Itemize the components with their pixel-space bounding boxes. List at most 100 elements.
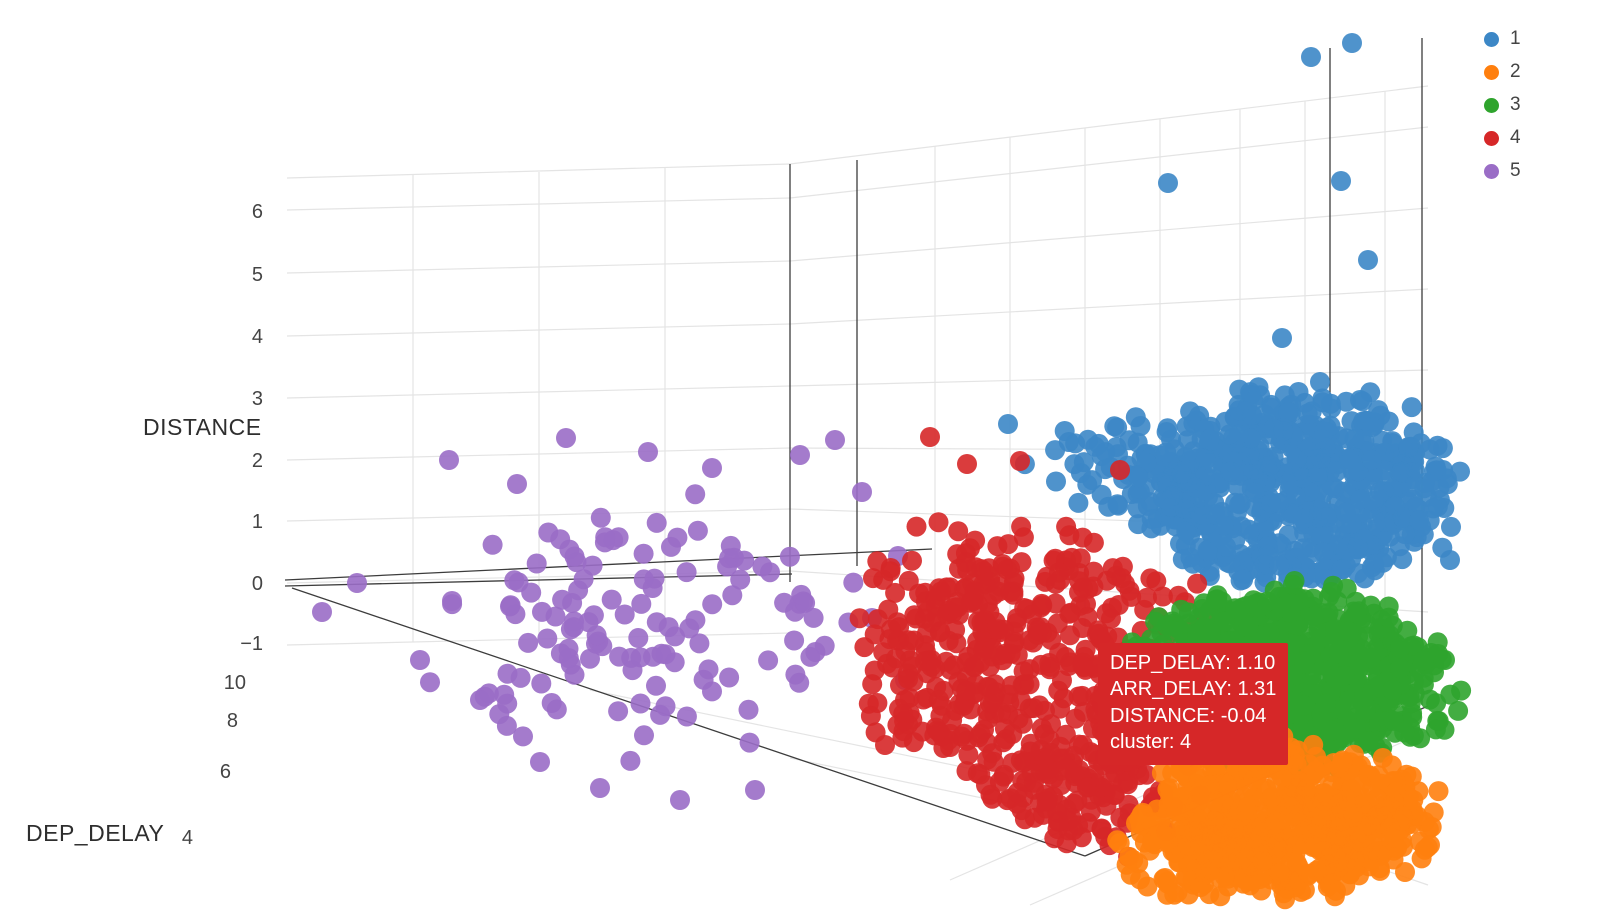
data-point[interactable] [1156, 422, 1177, 442]
data-point[interactable] [556, 428, 576, 448]
data-point[interactable] [1278, 402, 1299, 423]
data-point[interactable] [1056, 833, 1077, 854]
data-point[interactable] [1441, 516, 1461, 537]
data-point[interactable] [1127, 432, 1148, 453]
data-point[interactable] [1298, 754, 1319, 775]
data-point[interactable] [1024, 807, 1045, 828]
data-point[interactable] [977, 749, 998, 770]
legend-item-5[interactable]: 5 [1484, 160, 1521, 182]
data-point[interactable] [1310, 372, 1330, 392]
data-point[interactable] [1137, 876, 1158, 897]
data-point[interactable] [988, 581, 1009, 602]
data-point[interactable] [867, 609, 888, 630]
data-point[interactable] [1358, 731, 1379, 752]
data-point[interactable] [347, 573, 367, 593]
data-point[interactable] [927, 720, 948, 741]
data-point[interactable] [1311, 525, 1332, 546]
data-point[interactable] [1171, 760, 1192, 781]
data-point[interactable] [1310, 806, 1331, 826]
data-point[interactable] [601, 589, 622, 610]
data-point[interactable] [595, 527, 616, 548]
data-point[interactable] [1175, 867, 1196, 888]
data-point[interactable] [942, 710, 963, 731]
data-point[interactable] [687, 520, 708, 541]
data-point[interactable] [902, 550, 922, 571]
data-point[interactable] [633, 543, 654, 564]
data-point[interactable] [1269, 555, 1290, 576]
data-point[interactable] [560, 619, 581, 640]
data-point[interactable] [1011, 552, 1032, 573]
data-point[interactable] [1423, 498, 1444, 519]
data-point[interactable] [1297, 403, 1318, 424]
data-point[interactable] [955, 552, 976, 573]
data-point[interactable] [532, 601, 552, 622]
data-point[interactable] [1057, 758, 1078, 778]
data-point[interactable] [1102, 597, 1122, 618]
data-point[interactable] [1035, 700, 1055, 721]
data-point[interactable] [1321, 582, 1342, 602]
data-point[interactable] [510, 667, 531, 688]
data-point[interactable] [1221, 836, 1242, 857]
data-point[interactable] [1238, 616, 1259, 637]
data-point[interactable] [580, 648, 600, 669]
data-point[interactable] [586, 625, 607, 646]
data-point[interactable] [1402, 707, 1423, 728]
data-point[interactable] [670, 790, 690, 810]
data-point[interactable] [1440, 550, 1460, 570]
data-point[interactable] [1187, 573, 1208, 594]
data-point[interactable] [1080, 801, 1101, 822]
data-point[interactable] [1172, 549, 1193, 570]
data-point[interactable] [1197, 540, 1218, 561]
data-point[interactable] [685, 484, 706, 505]
data-point[interactable] [439, 450, 459, 470]
data-point[interactable] [642, 578, 663, 598]
data-point[interactable] [1401, 766, 1422, 787]
data-point[interactable] [630, 693, 651, 714]
data-point[interactable] [887, 612, 908, 633]
data-point[interactable] [1285, 486, 1306, 507]
data-point[interactable] [1252, 851, 1273, 872]
data-point[interactable] [1272, 328, 1292, 348]
data-point[interactable] [1303, 606, 1324, 627]
data-point[interactable] [1242, 405, 1263, 426]
data-point[interactable] [1271, 766, 1292, 787]
data-point[interactable] [1023, 772, 1044, 793]
data-point[interactable] [1007, 782, 1028, 803]
data-point[interactable] [886, 648, 907, 669]
data-point[interactable] [620, 750, 641, 771]
data-point[interactable] [1328, 858, 1349, 878]
data-point[interactable] [1336, 428, 1357, 449]
data-point[interactable] [1264, 814, 1285, 835]
data-point[interactable] [1046, 471, 1066, 492]
data-point[interactable] [1350, 390, 1370, 410]
data-point[interactable] [784, 630, 805, 651]
data-point[interactable] [1383, 477, 1404, 498]
data-point[interactable] [1077, 474, 1098, 495]
data-point[interactable] [702, 594, 723, 615]
data-point[interactable] [1420, 835, 1440, 855]
data-point[interactable] [1315, 693, 1336, 714]
data-point[interactable] [991, 702, 1011, 723]
data-point[interactable] [984, 674, 1005, 695]
data-point[interactable] [630, 647, 651, 668]
data-point[interactable] [1261, 787, 1282, 808]
data-point[interactable] [789, 672, 810, 693]
data-point[interactable] [1200, 775, 1220, 796]
data-point[interactable] [562, 593, 583, 613]
data-point[interactable] [1401, 397, 1422, 418]
data-point[interactable] [650, 704, 671, 725]
data-point[interactable] [1339, 448, 1360, 469]
data-point[interactable] [1374, 511, 1395, 532]
data-point[interactable] [738, 699, 759, 720]
data-point[interactable] [1294, 653, 1315, 674]
data-point[interactable] [1434, 719, 1455, 740]
data-point[interactable] [1229, 379, 1250, 400]
data-point[interactable] [1213, 515, 1234, 536]
data-point[interactable] [1204, 811, 1225, 832]
data-point[interactable] [1339, 690, 1360, 710]
data-point[interactable] [646, 512, 667, 533]
data-point[interactable] [1110, 460, 1130, 480]
data-point[interactable] [590, 778, 610, 798]
data-point[interactable] [849, 608, 870, 629]
data-point[interactable] [1240, 870, 1261, 891]
